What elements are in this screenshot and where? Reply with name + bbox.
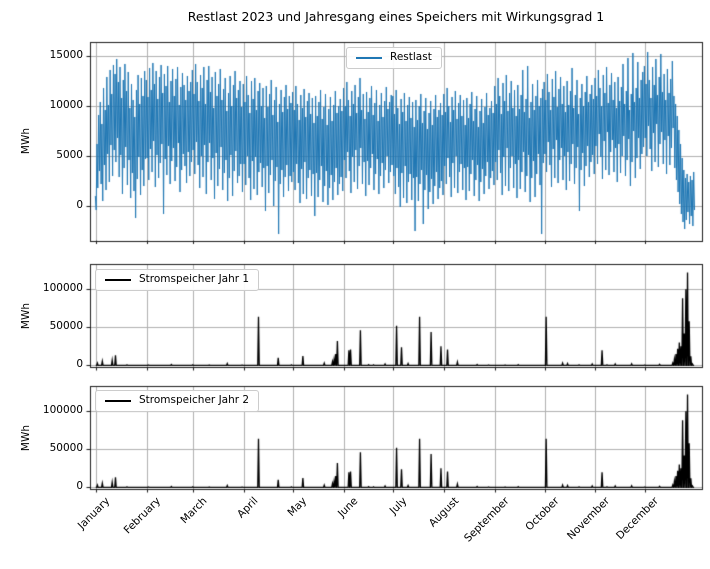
ylabel-restlast: MWh <box>20 128 32 155</box>
legend-stromspeicher-jahr-2: Stromspeicher Jahr 2 <box>95 390 260 412</box>
y-tick-label: 10000 <box>49 99 83 111</box>
legend-line-sample-jahr-1 <box>105 278 131 281</box>
legend-label-jahr-2: Stromspeicher Jahr 2 <box>139 394 250 406</box>
figure-title: Restlast 2023 und Jahresgang eines Speic… <box>187 9 605 24</box>
y-tick-label: 50000 <box>49 442 83 455</box>
legend-stromspeicher-jahr-1: Stromspeicher Jahr 1 <box>95 269 260 291</box>
ylabel-speicher-jahr-1: MWh <box>20 302 32 329</box>
y-tick-label: 0 <box>76 199 83 211</box>
y-tick-label: 100000 <box>42 404 83 417</box>
y-tick-label: 15000 <box>49 49 83 61</box>
legend-label-restlast: Restlast <box>390 51 432 63</box>
ylabel-speicher-jahr-2: MWh <box>20 424 32 451</box>
legend-label-jahr-1: Stromspeicher Jahr 1 <box>139 273 250 285</box>
legend-restlast: Restlast <box>346 47 442 69</box>
y-tick-label: 50000 <box>49 320 83 333</box>
y-tick-label: 0 <box>76 358 83 371</box>
y-tick-label: 5000 <box>56 149 83 161</box>
legend-line-sample-jahr-2 <box>105 399 131 402</box>
legend-line-sample-restlast <box>356 56 382 59</box>
y-tick-label: 0 <box>76 480 83 493</box>
y-tick-label: 100000 <box>42 282 83 295</box>
